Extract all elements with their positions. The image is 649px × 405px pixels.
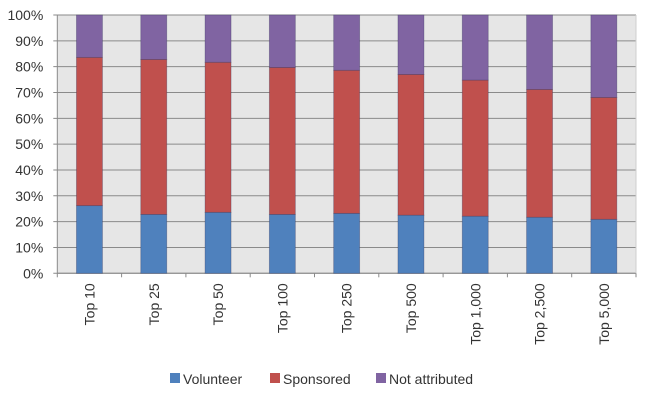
bar-segment-volunteer	[590, 218, 618, 274]
y-tick-label: 0%	[23, 265, 43, 281]
bar-segment-not-attributed	[333, 14, 361, 71]
bar-segment-volunteer	[268, 214, 296, 274]
y-tick-label: 30%	[15, 188, 43, 204]
y-tick-label: 60%	[15, 110, 43, 126]
bar-segment-volunteer	[140, 214, 168, 274]
x-tick-label: Top 10	[81, 283, 97, 325]
bar-segment-volunteer	[526, 216, 553, 274]
x-tick-label: Top 1,000	[467, 283, 483, 345]
y-tick-label: 90%	[15, 33, 43, 49]
y-tick-label: 40%	[15, 162, 43, 178]
bar-segment-volunteer	[333, 212, 361, 274]
bar-segment-not-attributed	[461, 14, 489, 81]
bar-segment-volunteer	[461, 215, 489, 274]
bar-segment-volunteer	[204, 211, 232, 274]
legend: Volunteer Sponsored Not attributed	[170, 371, 473, 387]
bar-segment-sponsored	[590, 96, 618, 220]
y-tick-label: 10%	[15, 239, 43, 255]
bar-segment-volunteer	[397, 214, 425, 274]
x-tick-label: Top 50	[210, 283, 226, 325]
x-tick-label: Top 2,500	[532, 283, 548, 345]
bar-segment-not-attributed	[526, 14, 553, 90]
y-tick-label: 80%	[15, 59, 43, 75]
bar-segment-not-attributed	[590, 14, 618, 98]
bar-segment-not-attributed	[204, 14, 232, 63]
y-tick-label: 50%	[15, 136, 43, 152]
legend-label: Not attributed	[389, 371, 473, 387]
bar-segment-not-attributed	[397, 14, 425, 75]
x-tick-label: Top 250	[339, 283, 355, 333]
bar-segment-sponsored	[268, 67, 296, 215]
bar-segment-not-attributed	[76, 14, 103, 58]
bar-segment-sponsored	[204, 61, 232, 213]
legend-label: Sponsored	[283, 371, 351, 387]
bar-segment-sponsored	[397, 74, 425, 216]
x-tick-label: Top 5,000	[596, 283, 612, 345]
bar-segment-not-attributed	[268, 14, 296, 68]
x-tick-label: Top 25	[146, 283, 162, 325]
legend-swatch	[170, 373, 180, 383]
legend-swatch	[270, 373, 280, 383]
legend-label: Volunteer	[183, 371, 242, 387]
bar-segment-sponsored	[76, 56, 103, 207]
y-tick-label: 100%	[7, 7, 43, 23]
bar-segment-sponsored	[526, 88, 553, 218]
x-tick-label: Top 500	[403, 283, 419, 333]
legend-swatch	[376, 373, 386, 383]
bar-segment-volunteer	[76, 205, 103, 274]
bar-segment-sponsored	[461, 79, 489, 217]
x-tick-label: Top 100	[274, 283, 290, 333]
bar-segment-not-attributed	[140, 14, 168, 60]
bar-segment-sponsored	[140, 59, 168, 215]
bar-segment-sponsored	[333, 69, 361, 214]
y-tick-label: 70%	[15, 84, 43, 100]
y-tick-label: 20%	[15, 214, 43, 230]
